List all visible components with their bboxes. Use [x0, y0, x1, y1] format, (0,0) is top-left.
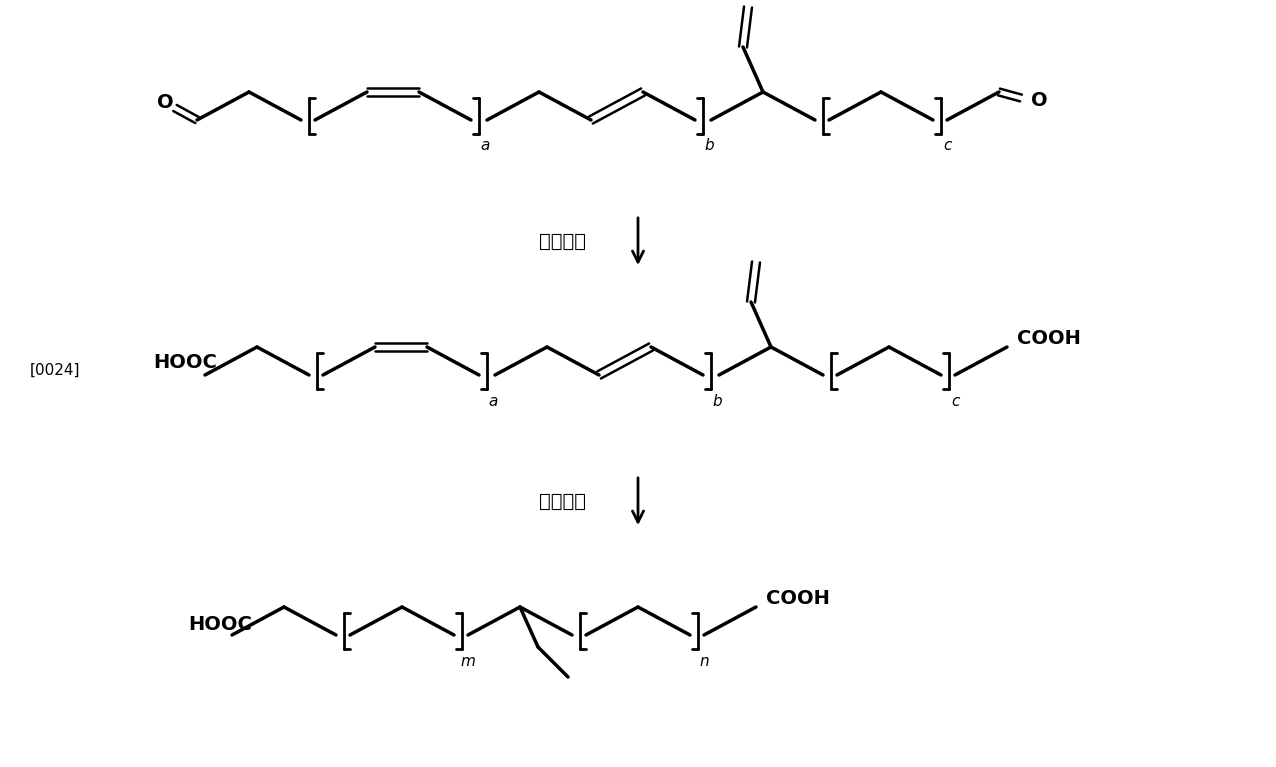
Text: O: O [157, 94, 174, 113]
Text: COOH: COOH [766, 590, 829, 608]
Text: b: b [704, 139, 713, 153]
Text: 氧化反应: 氧化反应 [540, 232, 587, 251]
Text: c: c [943, 139, 951, 153]
Text: a: a [489, 393, 498, 409]
Text: n: n [699, 653, 708, 669]
Text: a: a [480, 139, 490, 153]
Text: [0024]: [0024] [29, 363, 80, 377]
Text: b: b [712, 393, 722, 409]
Text: 加氢反应: 加氢反应 [540, 492, 587, 511]
Text: O: O [1031, 91, 1048, 110]
Text: COOH: COOH [1017, 330, 1081, 348]
Text: HOOC: HOOC [153, 354, 217, 373]
Text: m: m [461, 653, 476, 669]
Text: HOOC: HOOC [188, 615, 251, 634]
Text: c: c [951, 393, 960, 409]
